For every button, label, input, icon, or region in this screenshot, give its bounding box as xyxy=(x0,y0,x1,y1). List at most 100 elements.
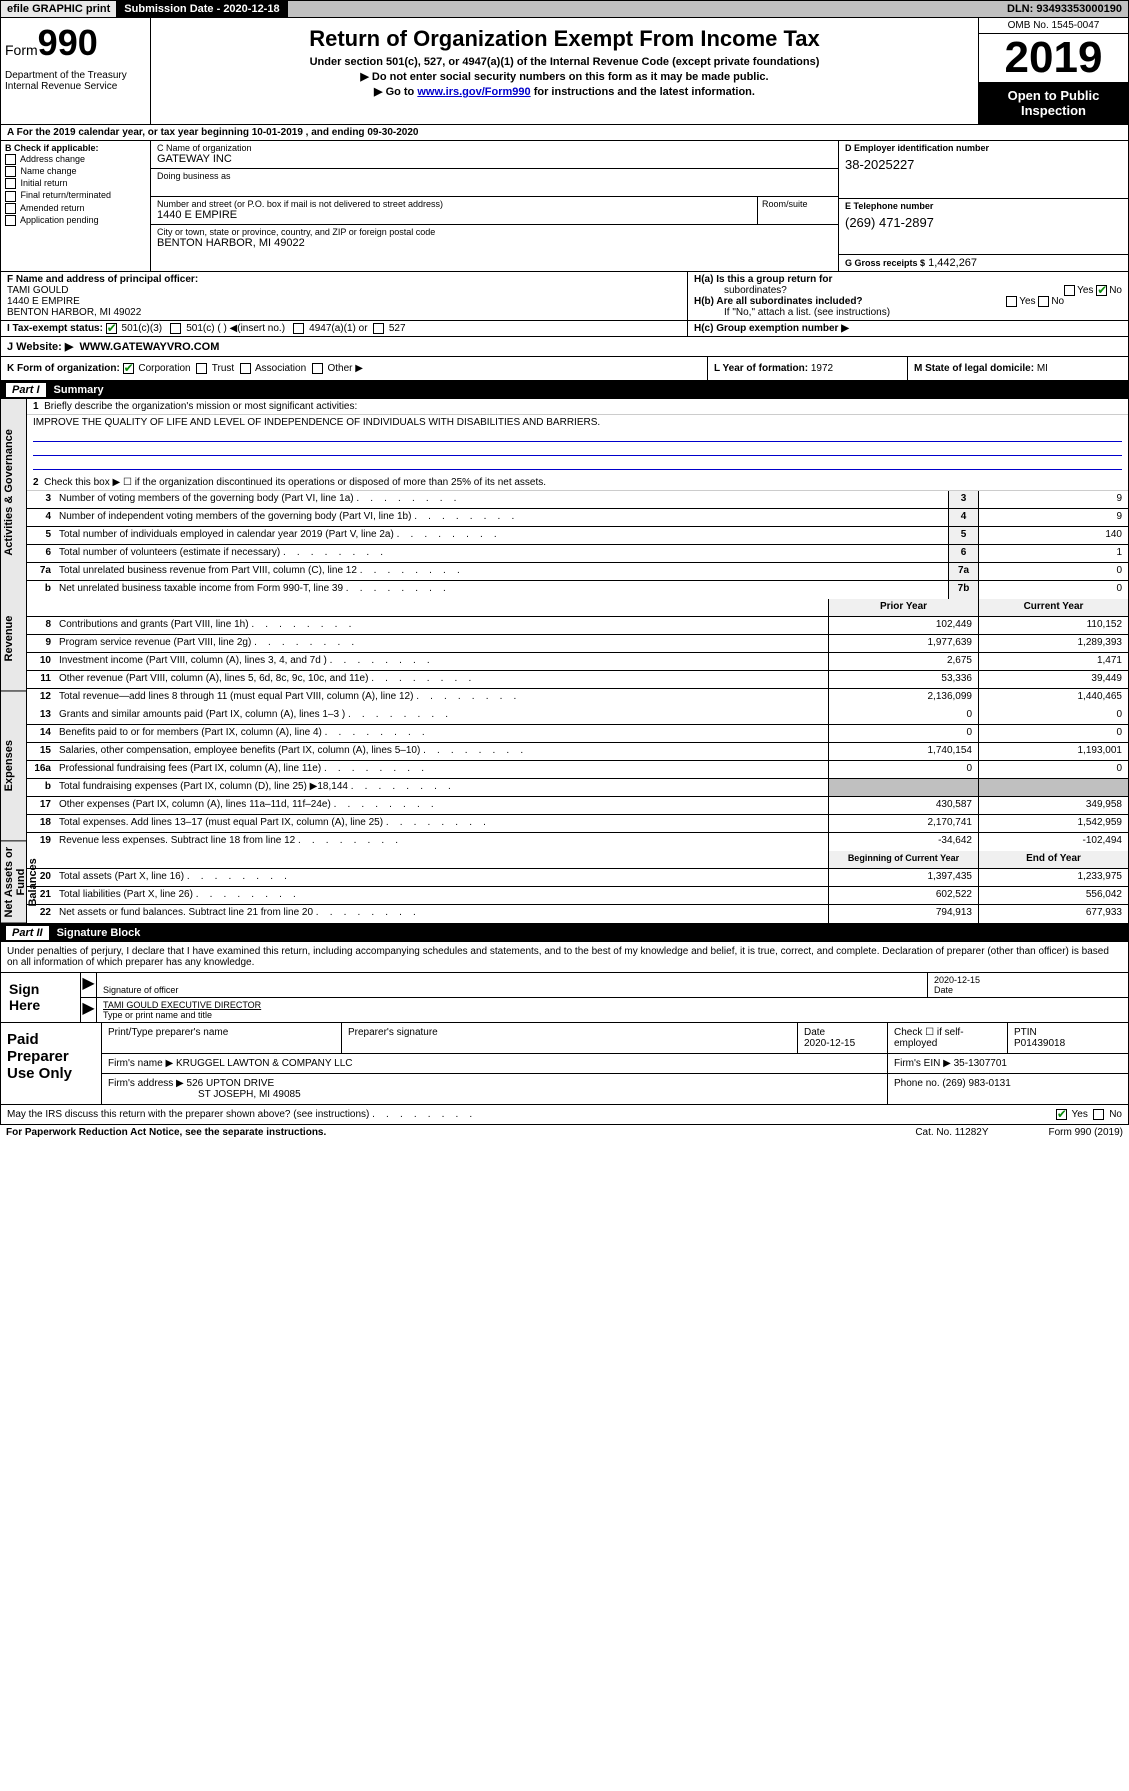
form-ref: Form 990 (2019) xyxy=(1049,1127,1123,1138)
perjury-text: Under penalties of perjury, I declare th… xyxy=(1,942,1128,972)
chk-4947[interactable] xyxy=(293,323,304,334)
state-domicile: MI xyxy=(1037,363,1048,374)
subtitle-2: ▶ Do not enter social security numbers o… xyxy=(155,70,974,83)
ein: 38-2025227 xyxy=(845,157,1122,172)
discuss-row: May the IRS discuss this return with the… xyxy=(0,1105,1129,1125)
irs-link[interactable]: www.irs.gov/Form990 xyxy=(417,86,530,98)
form-org-label: K Form of organization: xyxy=(7,363,120,374)
street-label: Number and street (or P.O. box if mail i… xyxy=(157,199,751,209)
dept-treasury: Department of the Treasury Internal Reve… xyxy=(5,70,146,92)
gross-receipts: 1,442,267 xyxy=(928,257,977,269)
section-i-hc: I Tax-exempt status: 501(c)(3) 501(c) ( … xyxy=(0,321,1129,337)
ha-yes[interactable] xyxy=(1064,285,1075,296)
hb-note: If "No," attach a list. (see instruction… xyxy=(724,307,1122,318)
part-i-table: Activities & Governance Revenue Expenses… xyxy=(0,399,1129,924)
dba-label: Doing business as xyxy=(157,171,832,181)
sig-officer-label: Signature of officer xyxy=(103,985,178,995)
entity-info: B Check if applicable: Address change Na… xyxy=(0,141,1129,272)
chk-assoc[interactable] xyxy=(240,363,251,374)
website-url: WWW.GATEWAYVRO.COM xyxy=(79,341,219,353)
firm-address: 526 UPTON DRIVE xyxy=(187,1078,275,1089)
tax-year-range: A For the 2019 calendar year, or tax yea… xyxy=(0,125,1129,141)
ptin: P01439018 xyxy=(1014,1038,1065,1049)
firm-ein: 35-1307701 xyxy=(954,1058,1007,1069)
gross-label: G Gross receipts $ xyxy=(845,258,925,268)
hb-label: H(b) Are all subordinates included? xyxy=(694,296,863,307)
prep-date: 2020-12-15 xyxy=(804,1038,855,1049)
ha-no[interactable] xyxy=(1096,285,1107,296)
form-number: Form990 xyxy=(5,22,146,64)
vtab-expenses: Expenses xyxy=(1,691,26,841)
discuss-no[interactable] xyxy=(1093,1109,1104,1120)
hdr-prior-year: Prior Year xyxy=(828,599,978,616)
mission-text: IMPROVE THE QUALITY OF LIFE AND LEVEL OF… xyxy=(27,415,1128,475)
hdr-beg-year: Beginning of Current Year xyxy=(828,851,978,868)
firm-city: ST JOSEPH, MI 49085 xyxy=(198,1089,301,1100)
chk-address-change[interactable] xyxy=(5,154,16,165)
self-employed-check: Check ☐ if self-employed xyxy=(888,1023,1008,1053)
org-name-label: C Name of organization xyxy=(157,143,832,153)
subtitle-1: Under section 501(c), 527, or 4947(a)(1)… xyxy=(155,56,974,68)
website-row: J Website: ▶ WWW.GATEWAYVRO.COM xyxy=(0,337,1129,357)
hdr-current-year: Current Year xyxy=(978,599,1128,616)
prep-name-label: Print/Type preparer's name xyxy=(102,1023,342,1053)
ha-label: H(a) Is this a group return for xyxy=(694,274,832,285)
chk-amended[interactable] xyxy=(5,203,16,214)
room-suite: Room/suite xyxy=(758,197,838,224)
omb-number: OMB No. 1545-0047 xyxy=(979,18,1128,34)
street-address: 1440 E EMPIRE xyxy=(157,209,751,221)
officer-addr2: BENTON HARBOR, MI 49022 xyxy=(7,307,681,318)
phone: (269) 471-2897 xyxy=(845,215,1122,230)
top-bar: efile GRAPHIC print Submission Date - 20… xyxy=(0,0,1129,18)
org-name: GATEWAY INC xyxy=(157,153,832,165)
line1-label: Briefly describe the organization's miss… xyxy=(44,401,357,412)
subtitle-3: ▶ Go to www.irs.gov/Form990 for instruct… xyxy=(155,85,974,98)
vtab-governance: Activities & Governance xyxy=(1,399,26,587)
city-label: City or town, state or province, country… xyxy=(157,227,832,237)
hdr-end-year: End of Year xyxy=(978,851,1128,868)
prep-sig-label: Preparer's signature xyxy=(342,1023,798,1053)
line2-label: Check this box ▶ ☐ if the organization d… xyxy=(44,477,546,488)
chk-corp[interactable] xyxy=(123,363,134,374)
chk-name-change[interactable] xyxy=(5,166,16,177)
chk-501c3[interactable] xyxy=(106,323,117,334)
section-f-h: F Name and address of principal officer:… xyxy=(0,272,1129,321)
officer-addr1: 1440 E EMPIRE xyxy=(7,296,681,307)
sig-date: 2020-12-15 xyxy=(934,975,980,985)
city-state-zip: BENTON HARBOR, MI 49022 xyxy=(157,237,832,249)
open-public-badge: Open to Public Inspection xyxy=(979,82,1128,124)
ein-label: D Employer identification number xyxy=(845,143,1122,153)
efile-label[interactable]: efile GRAPHIC print xyxy=(1,1,116,17)
part-ii-header: Part IISignature Block xyxy=(0,924,1129,942)
form-header: Form990 Department of the Treasury Inter… xyxy=(0,18,1129,125)
chk-initial-return[interactable] xyxy=(5,178,16,189)
chk-app-pending[interactable] xyxy=(5,215,16,226)
officer-label: F Name and address of principal officer: xyxy=(7,274,681,285)
hb-yes[interactable] xyxy=(1006,296,1017,307)
firm-name: KRUGGEL LAWTON & COMPANY LLC xyxy=(176,1058,353,1069)
chk-527[interactable] xyxy=(373,323,384,334)
tax-status-label: I Tax-exempt status: xyxy=(7,323,103,334)
footer: For Paperwork Reduction Act Notice, see … xyxy=(0,1125,1129,1140)
vtab-netassets: Net Assets or Fund Balances xyxy=(1,842,26,924)
dln: DLN: 93493353000190 xyxy=(1001,1,1128,17)
discuss-yes[interactable] xyxy=(1056,1109,1067,1120)
hb-no[interactable] xyxy=(1038,296,1049,307)
klm-row: K Form of organization: Corporation Trus… xyxy=(0,357,1129,381)
chk-trust[interactable] xyxy=(196,363,207,374)
cat-no: Cat. No. 11282Y xyxy=(915,1127,988,1138)
firm-phone: (269) 983-0131 xyxy=(942,1078,1010,1089)
chk-501c[interactable] xyxy=(170,323,181,334)
signature-block: Under penalties of perjury, I declare th… xyxy=(0,942,1129,1023)
paid-prep-label: Paid Preparer Use Only xyxy=(1,1023,101,1104)
chk-final-return[interactable] xyxy=(5,191,16,202)
year-formation: 1972 xyxy=(811,363,833,374)
paid-preparer-block: Paid Preparer Use Only Print/Type prepar… xyxy=(0,1023,1129,1105)
part-i-header: Part ISummary xyxy=(0,381,1129,399)
form-title: Return of Organization Exempt From Incom… xyxy=(155,26,974,52)
officer-typed-name: TAMI GOULD EXECUTIVE DIRECTOR xyxy=(103,1000,261,1010)
chk-other[interactable] xyxy=(312,363,323,374)
section-b-checkboxes: B Check if applicable: Address change Na… xyxy=(1,141,151,271)
hc-label: H(c) Group exemption number ▶ xyxy=(694,323,849,334)
sign-here-label: Sign Here xyxy=(1,973,81,1022)
